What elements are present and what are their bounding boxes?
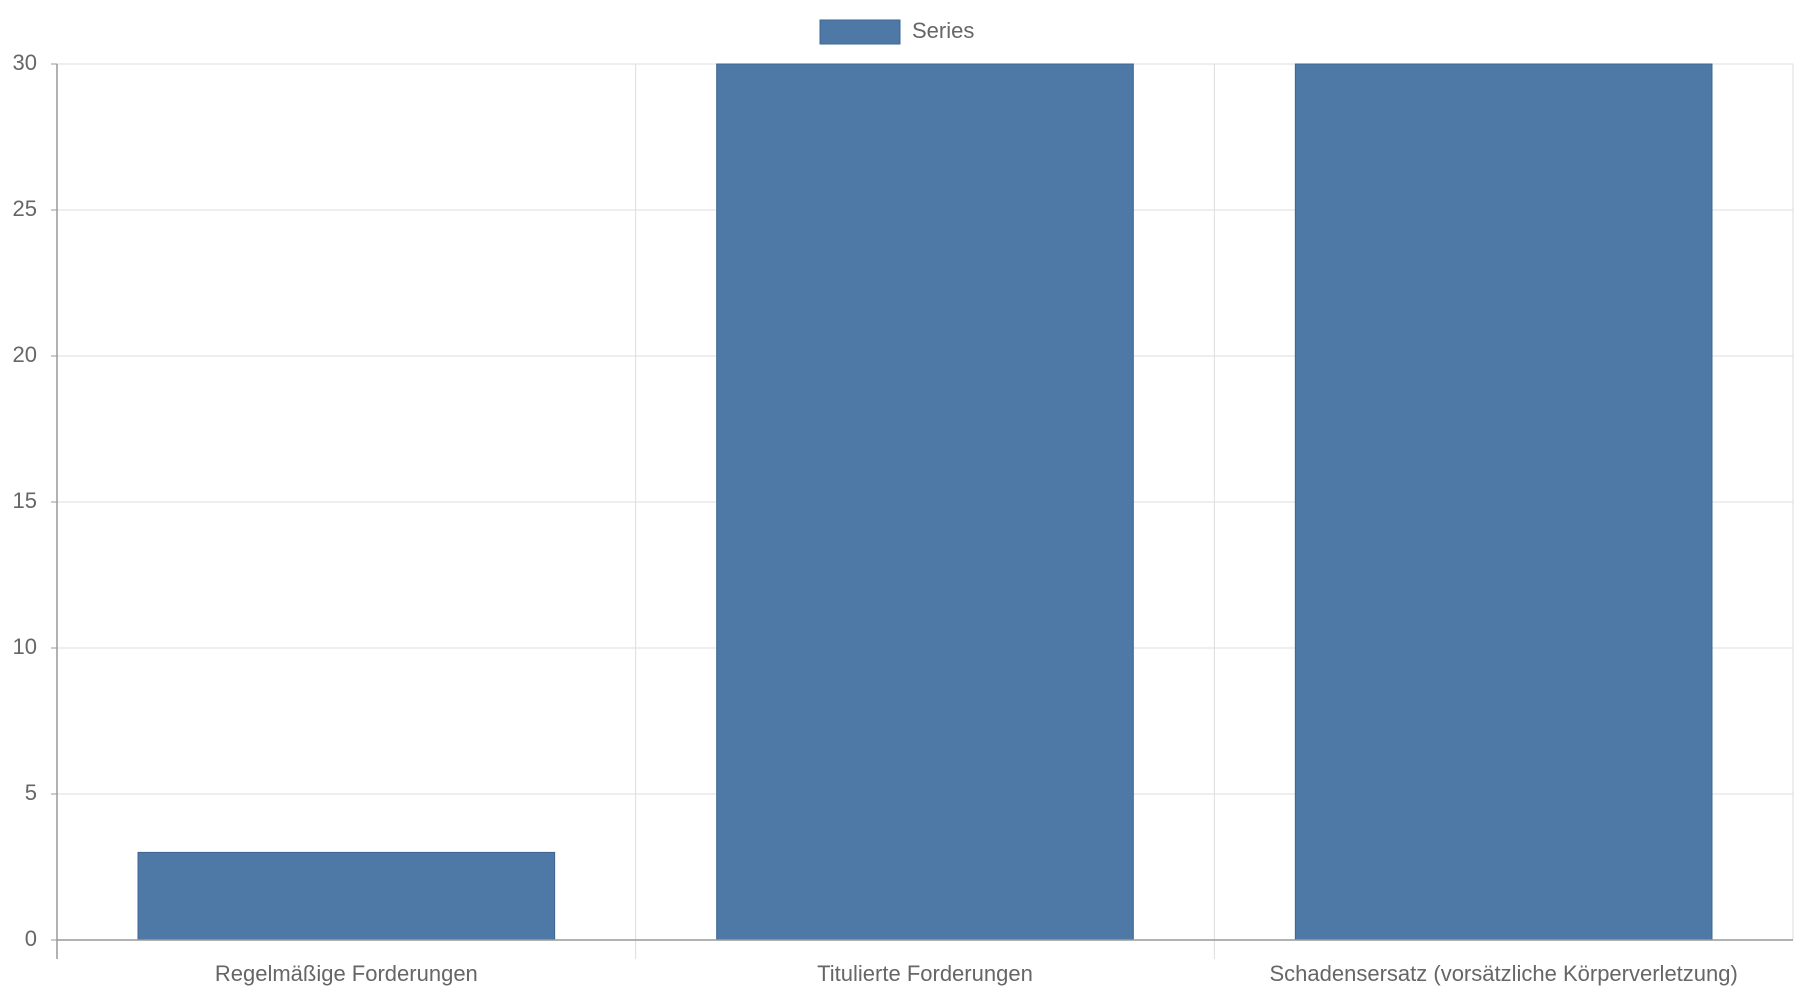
y-tick-label: 20 xyxy=(13,342,37,367)
y-tick-label: 30 xyxy=(13,50,37,75)
bars xyxy=(137,63,1713,941)
y-tick-label: 15 xyxy=(13,488,37,513)
bar xyxy=(1294,63,1713,941)
x-tick-label: Schadensersatz (vorsätzliche Körperverle… xyxy=(1270,961,1738,986)
y-tick-label: 10 xyxy=(13,634,37,659)
y-tick-label: 0 xyxy=(25,926,37,951)
legend: Series xyxy=(819,18,974,45)
legend-swatch xyxy=(819,19,901,45)
legend-label: Series xyxy=(912,18,974,43)
x-tick-label: Titulierte Forderungen xyxy=(817,961,1033,986)
x-tick-label: Regelmäßige Forderungen xyxy=(215,961,478,986)
bar xyxy=(716,63,1134,941)
y-tick-label: 5 xyxy=(25,780,37,805)
bar xyxy=(137,851,556,941)
y-tick-label: 25 xyxy=(13,196,37,221)
axes: 0 5 10 15 20 25 30 Regelmäßige Forderungen Titul… xyxy=(13,50,1793,986)
